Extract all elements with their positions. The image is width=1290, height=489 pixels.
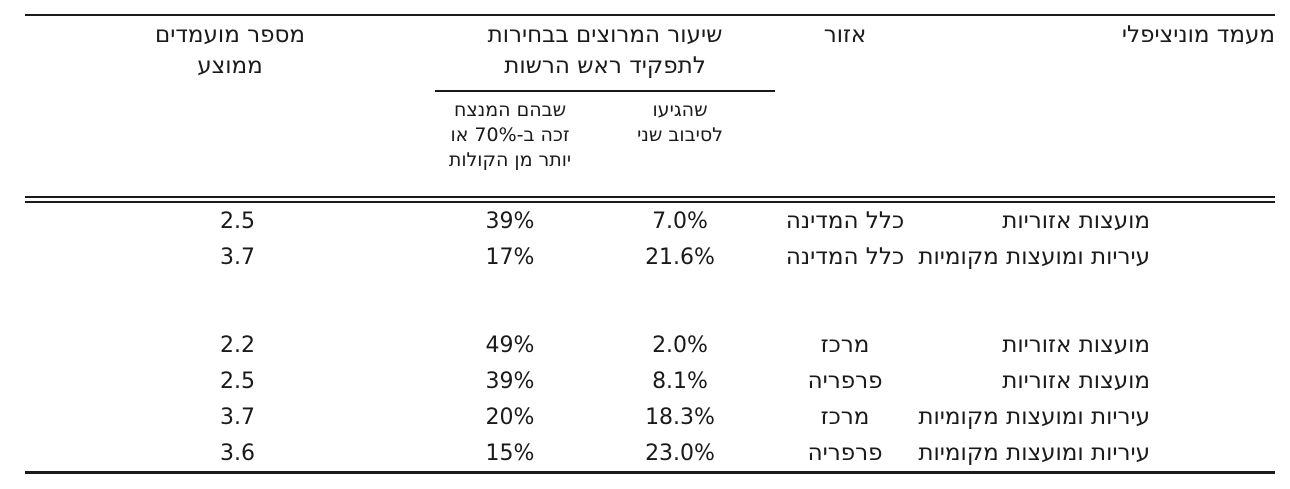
col-header-municipal-status: מעמד מוניציפלי: [915, 15, 1275, 196]
cell-avg-candidates: 2.2: [220, 332, 255, 358]
table-row: מועצות אזוריות מרכז 2.0% 49% 2.2: [25, 327, 1275, 363]
cell-winner-70: 49%: [485, 332, 535, 358]
race-share-line2: לתפקיד ראש הרשות: [504, 53, 706, 79]
cell-avg-candidates: 3.7: [220, 244, 255, 270]
winner-70-line1: שבהם המנצח: [453, 99, 567, 121]
header-body-separator-row: [25, 196, 1276, 203]
cell-second-round: 21.6%: [645, 244, 715, 270]
cell-second-round: 2.0%: [652, 332, 708, 358]
race-share-line1: שיעור המרוצים בבחירות: [487, 22, 723, 48]
cell-avg-candidates: 2.5: [220, 368, 255, 394]
cell-region: פרפריה: [807, 440, 883, 466]
cell-region: מרכז: [820, 404, 870, 430]
cell-status: מועצות אזוריות: [1002, 332, 1151, 358]
double-rule: [25, 196, 1276, 203]
table-row: עיריות ומועצות מקומיות מרכז 18.3% 20% 3.…: [25, 399, 1275, 435]
header-row-sub: שהגיעו לסיבוב שני שבהם המנצח זכה ב-70% א…: [25, 91, 1275, 196]
cell-region: כלל המדינה: [785, 208, 905, 234]
table-row: עיריות ומועצות מקומיות כלל המדינה 21.6% …: [25, 239, 1275, 275]
winner-70-line3: יותר מן הקולות: [448, 149, 572, 171]
table-row: עיריות ומועצות מקומיות פרפריה 23.0% 15% …: [25, 435, 1275, 473]
table-header: מעמד מוניציפלי אזור שיעור המרוצים בבחירו…: [25, 15, 1275, 196]
avg-candidates-line2: ממוצע: [197, 53, 263, 79]
col-header-region: אזור: [775, 15, 915, 196]
cell-region: כלל המדינה: [785, 244, 905, 270]
second-round-line2: לסיבוב שני: [637, 124, 723, 146]
cell-second-round: 18.3%: [645, 404, 715, 430]
cell-status: עיריות ומועצות מקומיות: [918, 404, 1151, 430]
col-header-race-share: שיעור המרוצים בבחירות לתפקיד ראש הרשות: [435, 15, 776, 92]
cell-second-round: 8.1%: [652, 368, 708, 394]
cell-status: מועצות אזוריות: [1002, 368, 1151, 394]
separator-cell: [25, 196, 1276, 203]
spacer-cell: [25, 275, 1275, 327]
group-spacer-row: [25, 275, 1275, 327]
cell-winner-70: 39%: [485, 368, 535, 394]
second-round-line1: שהגיעו: [652, 99, 708, 121]
col-header-avg-candidates: מספר מועמדים ממוצע: [25, 15, 435, 196]
table-body: מועצות אזוריות כלל המדינה 7.0% 39% 2.5 ע…: [25, 196, 1276, 473]
subcol-header-winner-70-percent: שבהם המנצח זכה ב-70% או יותר מן הקולות: [435, 91, 585, 196]
cell-winner-70: 20%: [485, 404, 535, 430]
region-label: אזור: [823, 22, 867, 48]
cell-avg-candidates: 2.5: [220, 208, 255, 234]
cell-status: מועצות אזוריות: [1002, 208, 1151, 234]
winner-70-line2: זכה ב-70% או: [450, 124, 570, 146]
cell-winner-70: 17%: [485, 244, 535, 270]
cell-second-round: 23.0%: [645, 440, 715, 466]
cell-status: עיריות ומועצות מקומיות: [918, 440, 1151, 466]
cell-second-round: 7.0%: [652, 208, 708, 234]
cell-winner-70: 15%: [485, 440, 535, 466]
cell-winner-70: 39%: [485, 208, 535, 234]
municipal-status-label: מעמד מוניציפלי: [1121, 22, 1276, 48]
cell-region: פרפריה: [807, 368, 883, 394]
cell-avg-candidates: 3.6: [220, 440, 255, 466]
cell-region: מרכז: [820, 332, 870, 358]
subcol-header-second-round: שהגיעו לסיבוב שני: [585, 91, 775, 196]
table-row: מועצות אזוריות פרפריה 8.1% 39% 2.5: [25, 363, 1275, 399]
cell-status: עיריות ומועצות מקומיות: [918, 244, 1151, 270]
election-statistics-table: מעמד מוניציפלי אזור שיעור המרוצים בבחירו…: [25, 14, 1276, 474]
table-row: מועצות אזוריות כלל המדינה 7.0% 39% 2.5: [25, 203, 1275, 239]
avg-candidates-line1: מספר מועמדים: [154, 22, 306, 48]
header-row-main: מעמד מוניציפלי אזור שיעור המרוצים בבחירו…: [25, 15, 1275, 92]
cell-avg-candidates: 3.7: [220, 404, 255, 430]
